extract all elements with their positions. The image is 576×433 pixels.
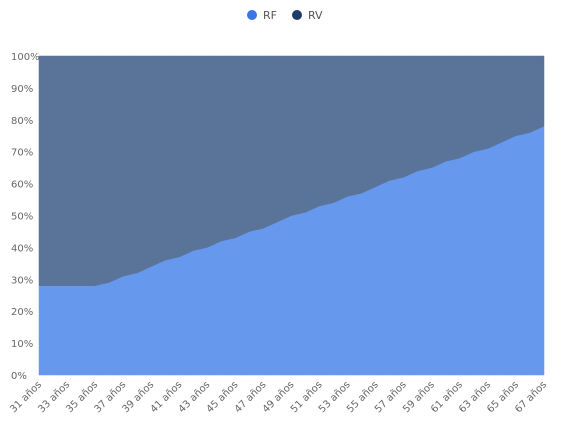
y-tick-label: 30%	[11, 275, 33, 286]
legend-label-rv: RV	[308, 9, 323, 22]
y-tick-label: 20%	[11, 307, 33, 318]
y-tick-label: 70%	[11, 148, 33, 159]
y-tick-label: 0%	[11, 371, 27, 382]
y-tick-label: 60%	[11, 180, 33, 191]
chart-legend: RF RV	[247, 9, 323, 22]
y-tick-label: 50%	[11, 212, 33, 223]
y-tick-label: 90%	[11, 84, 33, 95]
y-tick-label: 100%	[11, 52, 40, 63]
y-axis: 0% 10% 20% 30% 40% 50% 60% 70% 80% 90% 100%	[11, 52, 40, 382]
y-tick-label: 10%	[11, 339, 33, 350]
legend-marker-rf	[247, 10, 257, 20]
chart-areas	[38, 55, 545, 376]
legend-marker-rv	[292, 10, 302, 20]
y-tick-label: 40%	[11, 243, 33, 254]
legend-label-rf: RF	[263, 9, 277, 22]
y-tick-label: 80%	[11, 116, 33, 127]
series-area-rv	[38, 55, 545, 286]
